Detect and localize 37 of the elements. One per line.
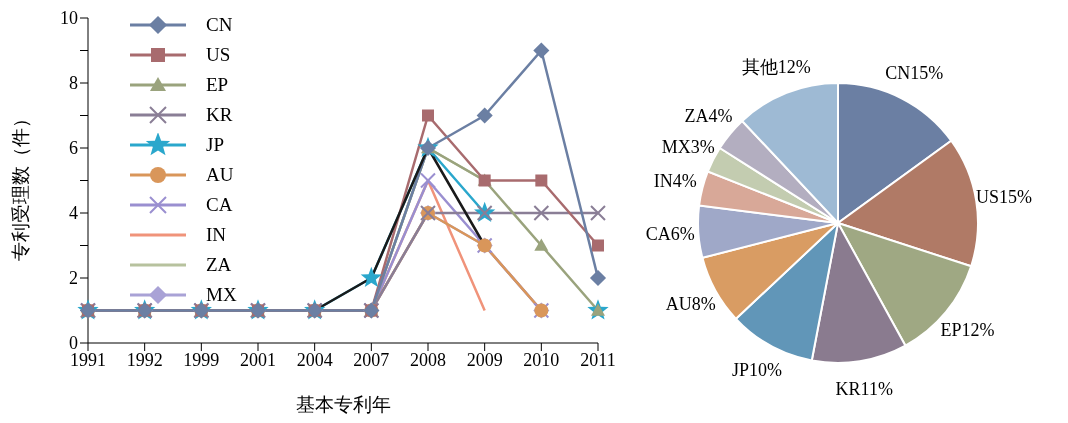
legend-label: US (206, 44, 231, 66)
slice-label: IN4% (653, 171, 697, 192)
x-tick-label: 2008 (410, 349, 446, 370)
x-tick-label: 2011 (580, 349, 616, 370)
y-tick-label: 10 (60, 8, 78, 29)
x-tick-label: 2001 (240, 349, 276, 370)
slice-label: US15% (975, 186, 1032, 207)
slice-label: 其他12% (741, 56, 811, 77)
legend-label: MX (206, 284, 237, 306)
x-tick-label: 1992 (126, 349, 163, 370)
x-tick-label: 2010 (523, 349, 560, 370)
slice-label: ZA4% (684, 105, 733, 126)
slice-label: JP10% (732, 360, 783, 381)
x-tick-label: 2009 (466, 349, 503, 370)
y-tick-label: 8 (69, 73, 78, 94)
legend-label: CA (206, 194, 233, 216)
legend-label: KR (206, 104, 233, 126)
slice-label: AU8% (665, 293, 716, 314)
legend-label: EP (206, 74, 229, 96)
x-axis-title: 基本专利年 (295, 394, 391, 415)
y-axis-title: 专利受理数（件） (9, 108, 31, 261)
legend-label: ZA (206, 254, 232, 276)
slice-label: EP12% (940, 320, 995, 341)
y-tick-label: 6 (69, 138, 78, 159)
legend-label: AU (206, 164, 234, 186)
legend-label: IN (206, 224, 227, 246)
x-tick-label: 2007 (353, 349, 390, 370)
legend-label: CN (206, 14, 233, 36)
y-tick-label: 2 (69, 268, 78, 289)
slice-label: CA6% (645, 223, 695, 244)
x-tick-label: 2004 (296, 349, 333, 370)
x-tick-label: 1999 (183, 349, 220, 370)
legend-label: JP (206, 134, 224, 156)
slice-label: CN15% (885, 63, 944, 84)
slice-label: KR11% (835, 378, 893, 399)
y-tick-label: 4 (69, 203, 78, 224)
slice-label: MX3% (661, 136, 715, 157)
